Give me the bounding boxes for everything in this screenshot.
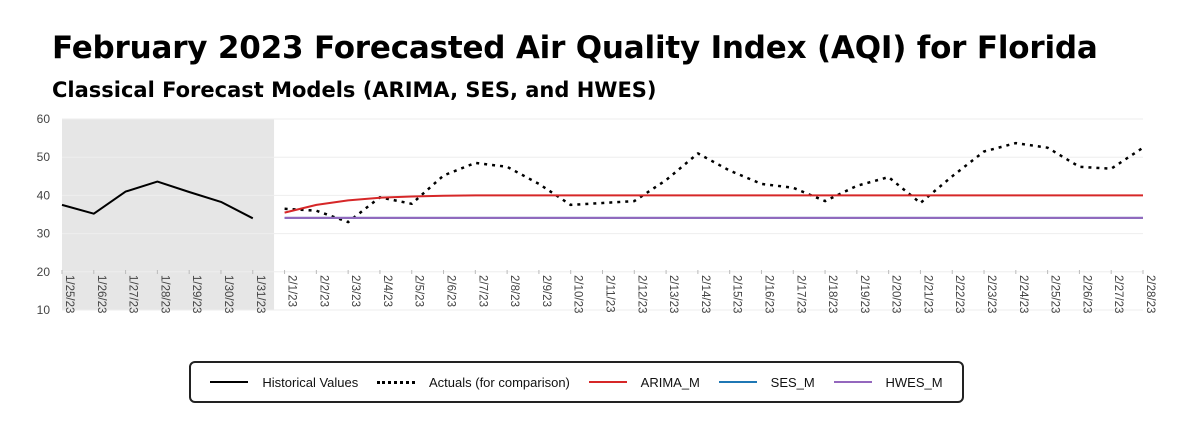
x-tick-label: 2/16/23 (762, 275, 774, 313)
chart-legend: Historical Values Actuals (for comparison… (189, 361, 964, 403)
x-tick-label: 1/31/23 (254, 275, 266, 313)
x-tick-label: 2/26/23 (1080, 275, 1092, 313)
x-tick-label: 2/28/23 (1144, 275, 1156, 313)
x-tick-label: 2/18/23 (826, 275, 838, 313)
x-tick-label: 2/23/23 (985, 275, 997, 313)
actuals-series-line (284, 141, 1144, 224)
x-tick-label: 2/15/23 (731, 275, 743, 313)
legend-swatch-hwes (833, 381, 872, 383)
x-tick-label: 2/9/23 (540, 275, 552, 307)
x-tick-label: 1/25/23 (63, 275, 75, 313)
x-tick-label: 2/11/23 (604, 275, 616, 313)
x-tick-label: 2/17/23 (794, 275, 806, 313)
x-tick-label: 1/28/23 (158, 275, 170, 313)
x-tick-label: 2/20/23 (890, 275, 902, 313)
legend-item-ses: SES_M (718, 374, 815, 390)
y-tick-label: 10 (37, 303, 51, 317)
y-tick-label: 40 (37, 188, 51, 202)
x-tick-label: 1/26/23 (95, 275, 107, 313)
x-tick-label: 2/2/23 (317, 275, 329, 307)
x-tick-label: 2/25/23 (1049, 275, 1061, 313)
x-tick-label: 2/24/23 (1017, 275, 1029, 313)
x-tick-label: 2/3/23 (349, 275, 361, 307)
x-tick-label: 2/7/23 (476, 275, 488, 307)
historical-series-line (61, 180, 254, 220)
y-tick-label: 20 (37, 265, 51, 279)
x-tick-label: 2/8/23 (508, 275, 520, 307)
arima-series-line (284, 194, 1143, 214)
chart-title: February 2023 Forecasted Air Quality Ind… (52, 30, 1098, 66)
legend-swatch-arima (588, 381, 627, 383)
legend-item-historical: Historical Values (210, 375, 358, 390)
legend-swatch-historical (210, 381, 249, 383)
x-tick-label: 2/4/23 (381, 275, 393, 307)
x-tick-label: 2/14/23 (699, 275, 711, 313)
x-tick-label: 2/27/23 (1112, 275, 1124, 313)
historical-shaded-region (62, 119, 275, 310)
x-tick-label: 2/1/23 (286, 275, 298, 307)
x-tick-label: 2/21/23 (921, 275, 933, 313)
x-tick-label: 2/5/23 (413, 275, 425, 307)
x-tick-label: 2/19/23 (858, 275, 870, 313)
legend-item-hwes: HWES_M (833, 374, 943, 390)
legend-item-actuals: Actuals (for comparison) (377, 375, 570, 390)
x-tick-label: 2/6/23 (445, 275, 457, 307)
legend-label-arima: ARIMA_M (640, 374, 700, 390)
x-tick-label: 2/10/23 (572, 275, 584, 313)
y-tick-label: 50 (37, 150, 51, 164)
legend-label-actuals: Actuals (for comparison) (429, 374, 570, 390)
legend-swatch-actuals (377, 380, 415, 384)
x-tick-label: 2/12/23 (635, 275, 647, 313)
x-tick-label: 1/27/23 (127, 275, 139, 313)
y-tick-label: 60 (37, 112, 51, 126)
x-tick-label: 1/30/23 (222, 275, 234, 313)
legend-label-ses: SES_M (770, 374, 815, 390)
x-tick-label: 2/13/23 (667, 275, 679, 313)
x-tick-label: 2/22/23 (953, 275, 965, 313)
y-tick-label: 30 (37, 227, 51, 241)
chart-subtitle: Classical Forecast Models (ARIMA, SES, a… (52, 78, 657, 102)
legend-swatch-ses (718, 381, 757, 383)
legend-item-arima: ARIMA_M (588, 374, 700, 390)
legend-label-historical: Historical Values (262, 374, 359, 390)
x-tick-label: 1/29/23 (190, 275, 202, 313)
legend-label-hwes: HWES_M (885, 374, 943, 390)
